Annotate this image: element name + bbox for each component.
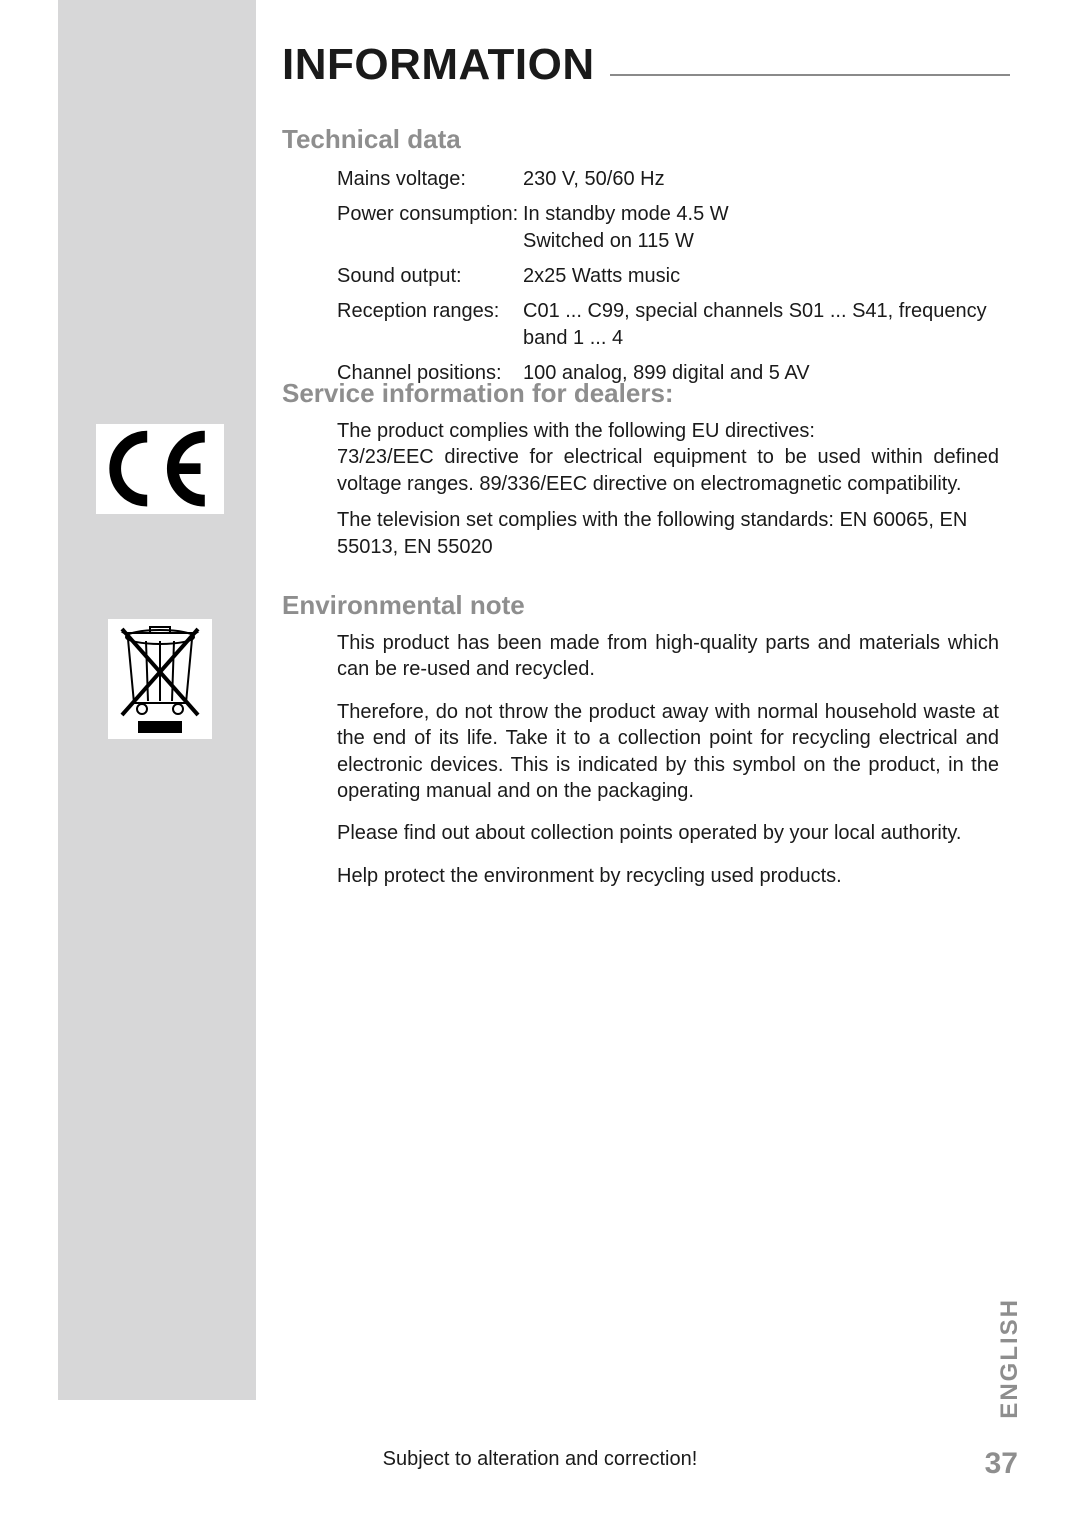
tech-label: Mains voltage: (337, 166, 523, 193)
title-rule (610, 74, 1010, 76)
weee-bin-icon (108, 619, 212, 739)
manual-page: INFORMATION Technical data Mains voltage… (0, 0, 1080, 1529)
tech-value: In standby mode 4.5 W Switched on 115 W (523, 201, 729, 255)
tech-label: Sound output: (337, 263, 523, 290)
tech-value: 230 V, 50/60 Hz (523, 166, 665, 193)
page-title: INFORMATION (282, 40, 595, 90)
ce-svg (96, 426, 224, 511)
paragraph: The product complies with the following … (337, 418, 999, 444)
service-info-body: The product complies with the following … (337, 418, 999, 560)
paragraph: The television set complies with the fol… (337, 507, 999, 560)
ce-mark-icon (96, 424, 224, 514)
footer-note: Subject to alteration and correction! (0, 1448, 1080, 1471)
tech-label: Power consumption: (337, 201, 523, 255)
heading-environmental-note: Environmental note (282, 590, 525, 621)
paragraph: Help protect the environment by recyclin… (337, 863, 999, 889)
paragraph: This product has been made from high-qua… (337, 630, 999, 683)
table-row: Mains voltage: 230 V, 50/60 Hz (337, 166, 993, 193)
heading-technical-data: Technical data (282, 124, 461, 155)
paragraph: Please find out about collection points … (337, 820, 999, 846)
technical-data-table: Mains voltage: 230 V, 50/60 Hz Power con… (337, 166, 993, 395)
tech-label: Reception ranges: (337, 298, 523, 352)
tech-value: C01 ... C99, special channels S01 ... S4… (523, 298, 993, 352)
paragraph: 73/23/EEC directive for electrical equip… (337, 444, 999, 497)
language-label: ENGLISH (996, 1298, 1024, 1419)
table-row: Power consumption: In standby mode 4.5 W… (337, 201, 993, 255)
heading-service-info: Service information for dealers: (282, 378, 674, 409)
table-row: Sound output: 2x25 Watts music (337, 263, 993, 290)
paragraph: Therefore, do not throw the product away… (337, 699, 999, 805)
tech-value: 2x25 Watts music (523, 263, 680, 290)
page-number: 37 (985, 1447, 1018, 1481)
environmental-body: This product has been made from high-qua… (337, 630, 999, 905)
table-row: Reception ranges: C01 ... C99, special c… (337, 298, 993, 352)
